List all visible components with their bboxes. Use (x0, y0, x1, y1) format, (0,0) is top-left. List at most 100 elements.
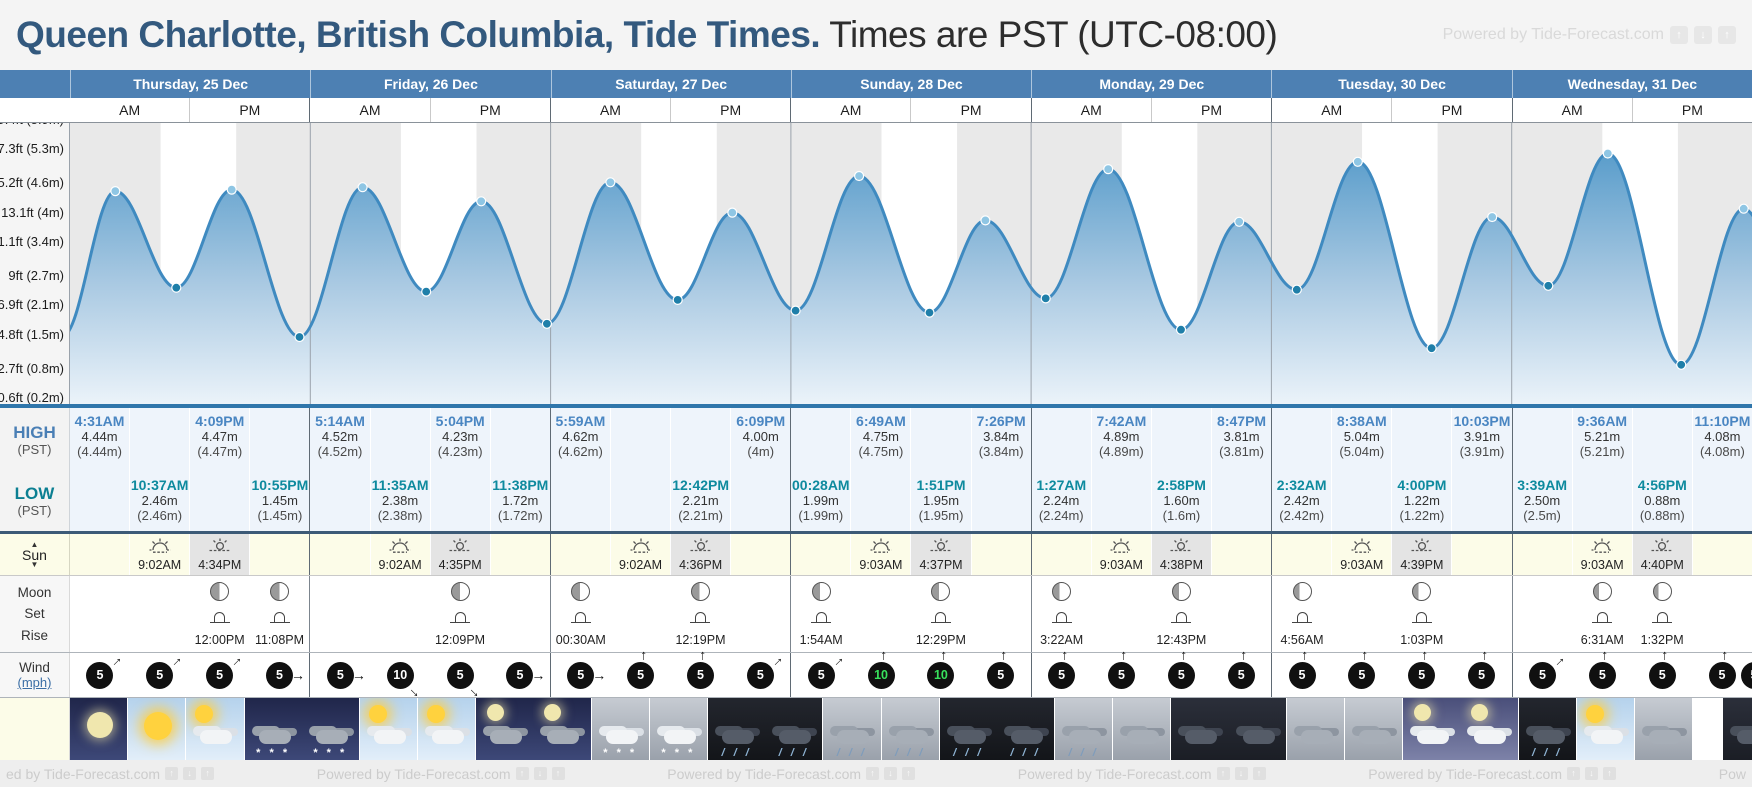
moon-icon (1414, 704, 1432, 721)
ampm-area: AM PM AM PM AM PM AM PM AM PM AM PM AM PM (70, 98, 1752, 122)
wind-speed-icon: 10 → (386, 661, 426, 701)
sunset-icon (690, 538, 712, 558)
low-tide-height: 1.60m (1163, 493, 1200, 508)
wind-cell: 5 → (190, 649, 250, 697)
low-tide-day-5: 2:32AM 2.42m (2.42m) 4:00PM 1.22m (1.22m) (1271, 472, 1511, 531)
scroll-up-button[interactable]: ↑ (1670, 26, 1688, 44)
moon-area: 12:00PM 11:08PM 12:09PM 00:30AM 12:19PM 1:54A… (70, 576, 1752, 652)
moon-icon (487, 704, 505, 721)
sun-empty-cell (489, 534, 550, 575)
moon-set-rise-icon (570, 612, 591, 623)
low-tide-height-alt: (1.95m) (918, 508, 964, 523)
high-tide-height-alt: (3.91m) (1459, 444, 1505, 459)
footer-scroll-up-button[interactable]: ↑ (1603, 767, 1616, 780)
footer-powered-by-link[interactable]: Powered by Tide-Forecast.com (667, 765, 862, 782)
high-tide-time: 4:31AM (74, 413, 125, 429)
wind-speed-value: 5 (1598, 668, 1606, 682)
footer-scroll-down-button[interactable]: ↓ (533, 767, 547, 780)
day-header-1: Friday, 26 Dec (310, 70, 550, 98)
footer-powered-by-link[interactable]: Pow (1718, 765, 1746, 782)
high-tide-height-alt: (5.21m) (1579, 444, 1625, 459)
footer-scroll-up-button[interactable]: ↑ (551, 767, 565, 780)
wind-speed-icon: 5→ (1648, 649, 1676, 689)
wind-cell: 5 → (1032, 649, 1092, 697)
footer-scroll-up-button[interactable]: ↑ (1252, 767, 1266, 780)
am-label: AM (119, 102, 141, 118)
low-tide-height: 2.24m (1043, 493, 1080, 508)
weather-area: * * * * * * * * * * * * / / / / / / / / / / / /… (70, 698, 1752, 760)
pm-label: PM (429, 98, 550, 122)
low-tide-cell (1691, 472, 1752, 531)
cloud-icon (432, 730, 465, 744)
wind-cell: 5 → (551, 653, 611, 697)
footer-scroll-up-button[interactable]: ↑ (866, 767, 880, 780)
wind-cell: 5 → (1392, 649, 1452, 697)
wind-speed-value: 5 (1658, 668, 1666, 682)
sunset-time: 4:37PM (919, 557, 963, 572)
low-tide-cell: 1:27AM 2.24m (2.24m) (1032, 472, 1091, 531)
day-header-label: Monday, 29 Dec (1099, 76, 1205, 92)
low-tide-cell (310, 472, 369, 531)
sunrise-time: 9:03AM (1099, 557, 1143, 572)
sunset-cell: 4:39PM (1391, 534, 1452, 575)
day-header-corner (0, 70, 70, 98)
moon-phase-icon (690, 582, 710, 601)
high-tide-height: 3.81m (1223, 429, 1260, 444)
moon-set-rise-icon (450, 612, 471, 623)
y-axis-tick-label: 0.6ft (0.2m) (0, 390, 64, 404)
y-axis-tick-label: 15.2ft (4.6m) (0, 175, 64, 191)
wind-cell: 5 → (310, 653, 370, 697)
moon-cell (1211, 576, 1271, 652)
footer-scroll-up-button[interactable]: ↑ (1567, 767, 1580, 780)
footer-scroll-down-button[interactable]: ↓ (183, 767, 197, 780)
high-tide-row-label: HIGH (PST) (0, 408, 70, 472)
wind-direction-arrow-icon: → (104, 648, 127, 671)
footer-scroll-down-button[interactable]: ↓ (1234, 767, 1248, 780)
high-tide-cell (670, 408, 730, 472)
footer-scroll-up-button[interactable]: ↑ (515, 767, 529, 780)
low-tide-height-alt: (2.38m) (377, 508, 423, 523)
footer-powered-by-link[interactable]: Powered by Tide-Forecast.com (316, 765, 511, 782)
wind-speed-icon: 5→ (1588, 649, 1616, 689)
sunset-cell: 4:37PM (910, 534, 971, 575)
footer-scroll-up-button[interactable]: ↑ (1216, 767, 1230, 780)
low-tide-cell (1331, 472, 1391, 531)
scroll-down-button[interactable]: ↓ (1694, 26, 1712, 44)
ampm-day-3: AM PM (790, 98, 1030, 122)
weather-row-label (0, 698, 70, 760)
footer-powered-by-link[interactable]: Powered by Tide-Forecast.com (1368, 765, 1562, 782)
high-tide-cell: 5:59AM 4.62m (4.62m) (551, 408, 610, 472)
sunset-cell: 4:36PM (670, 534, 731, 575)
footer-scroll-up-button[interactable]: ↑ (201, 767, 215, 780)
moon-icon (544, 704, 562, 721)
low-tide-height-alt: (2.5m) (1523, 508, 1561, 523)
footer-powered-by-link[interactable]: ed by Tide-Forecast.com (6, 765, 161, 782)
sun-day-6: 9:03AM 4:40PM (1511, 534, 1752, 575)
moon-cell (370, 576, 430, 652)
moon-day-5: 4:56AM 1:03PM (1271, 576, 1511, 652)
wind-speed-icon: 5→ (1408, 649, 1436, 689)
powered-by-header-link[interactable]: Powered by Tide-Forecast.com (1442, 26, 1664, 43)
am-label: AM (1080, 102, 1102, 118)
pm-label: PM (1391, 98, 1511, 122)
footer-powered-by-link[interactable]: Powered by Tide-Forecast.com (1017, 765, 1212, 782)
wind-speed-value: 5 (577, 668, 585, 682)
wind-speed-icon: 5→ (1048, 649, 1076, 689)
moon-arc (935, 612, 947, 622)
scroll-top-button[interactable]: ↑ (1718, 26, 1736, 44)
footer-scroll-down-button[interactable]: ↓ (1585, 767, 1598, 780)
footer-scroll-up-button[interactable]: ↑ (165, 767, 179, 780)
wind-speed-icon: 5→ (1288, 649, 1316, 689)
weather-tile-night-clear (70, 698, 128, 760)
sunrise-arrow-icon: ▲ (30, 539, 39, 549)
footer-scroll-up-button[interactable]: ↑ (902, 767, 916, 780)
pm-label: PM (1631, 98, 1752, 122)
wind-speed-value: 5 (1177, 668, 1185, 682)
moon-set-rise-icon (1652, 612, 1673, 623)
footer-scroll-down-button[interactable]: ↓ (884, 767, 898, 780)
sunrise-icon (870, 538, 892, 558)
moon-phase-icon (1292, 582, 1312, 601)
wind-unit-link[interactable]: (mph) (17, 675, 52, 690)
wind-direction-arrow-icon: → (464, 679, 487, 702)
high-tide-day-4: 7:42AM 4.89m (4.89m) 8:47PM 3.81m (3.81m) (1030, 408, 1271, 472)
